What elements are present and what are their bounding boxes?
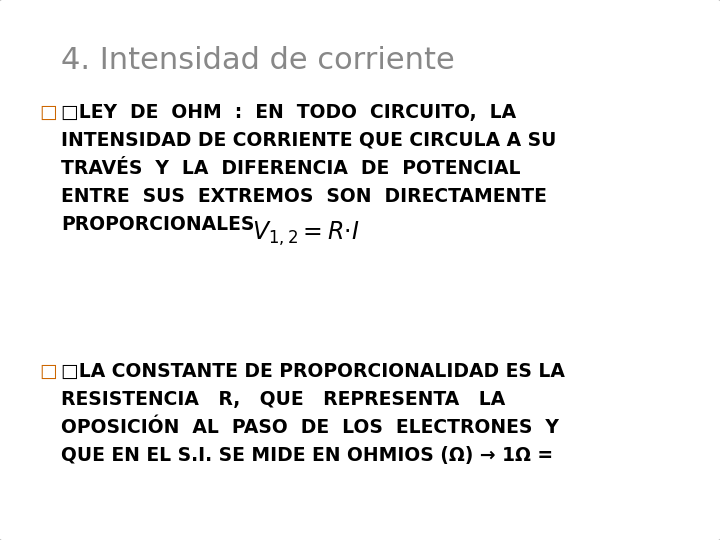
Text: □LEY  DE  OHM  :  EN  TODO  CIRCUITO,  LA: □LEY DE OHM : EN TODO CIRCUITO, LA [61,103,516,122]
Text: ENTRE  SUS  EXTREMOS  SON  DIRECTAMENTE: ENTRE SUS EXTREMOS SON DIRECTAMENTE [61,187,547,206]
Text: □: □ [40,362,58,381]
Text: PROPORCIONALES: PROPORCIONALES [61,215,255,234]
Text: □LA CONSTANTE DE PROPORCIONALIDAD ES LA: □LA CONSTANTE DE PROPORCIONALIDAD ES LA [61,362,565,381]
Text: TRAVÉS  Y  LA  DIFERENCIA  DE  POTENCIAL: TRAVÉS Y LA DIFERENCIA DE POTENCIAL [61,159,521,178]
Text: RESISTENCIA   R,   QUE   REPRESENTA   LA: RESISTENCIA R, QUE REPRESENTA LA [61,390,505,409]
Text: 4. Intensidad de corriente: 4. Intensidad de corriente [61,46,455,75]
Text: OPOSICIÓN  AL  PASO  DE  LOS  ELECTRONES  Y: OPOSICIÓN AL PASO DE LOS ELECTRONES Y [61,418,559,437]
Text: $V_{1,2} = R{\cdot}I$: $V_{1,2} = R{\cdot}I$ [252,220,359,248]
Text: INTENSIDAD DE CORRIENTE QUE CIRCULA A SU: INTENSIDAD DE CORRIENTE QUE CIRCULA A SU [61,131,557,150]
Text: QUE EN EL S.I. SE MIDE EN OHMIOS (Ω) → 1Ω =: QUE EN EL S.I. SE MIDE EN OHMIOS (Ω) → 1… [61,446,554,465]
Text: □: □ [40,103,58,122]
